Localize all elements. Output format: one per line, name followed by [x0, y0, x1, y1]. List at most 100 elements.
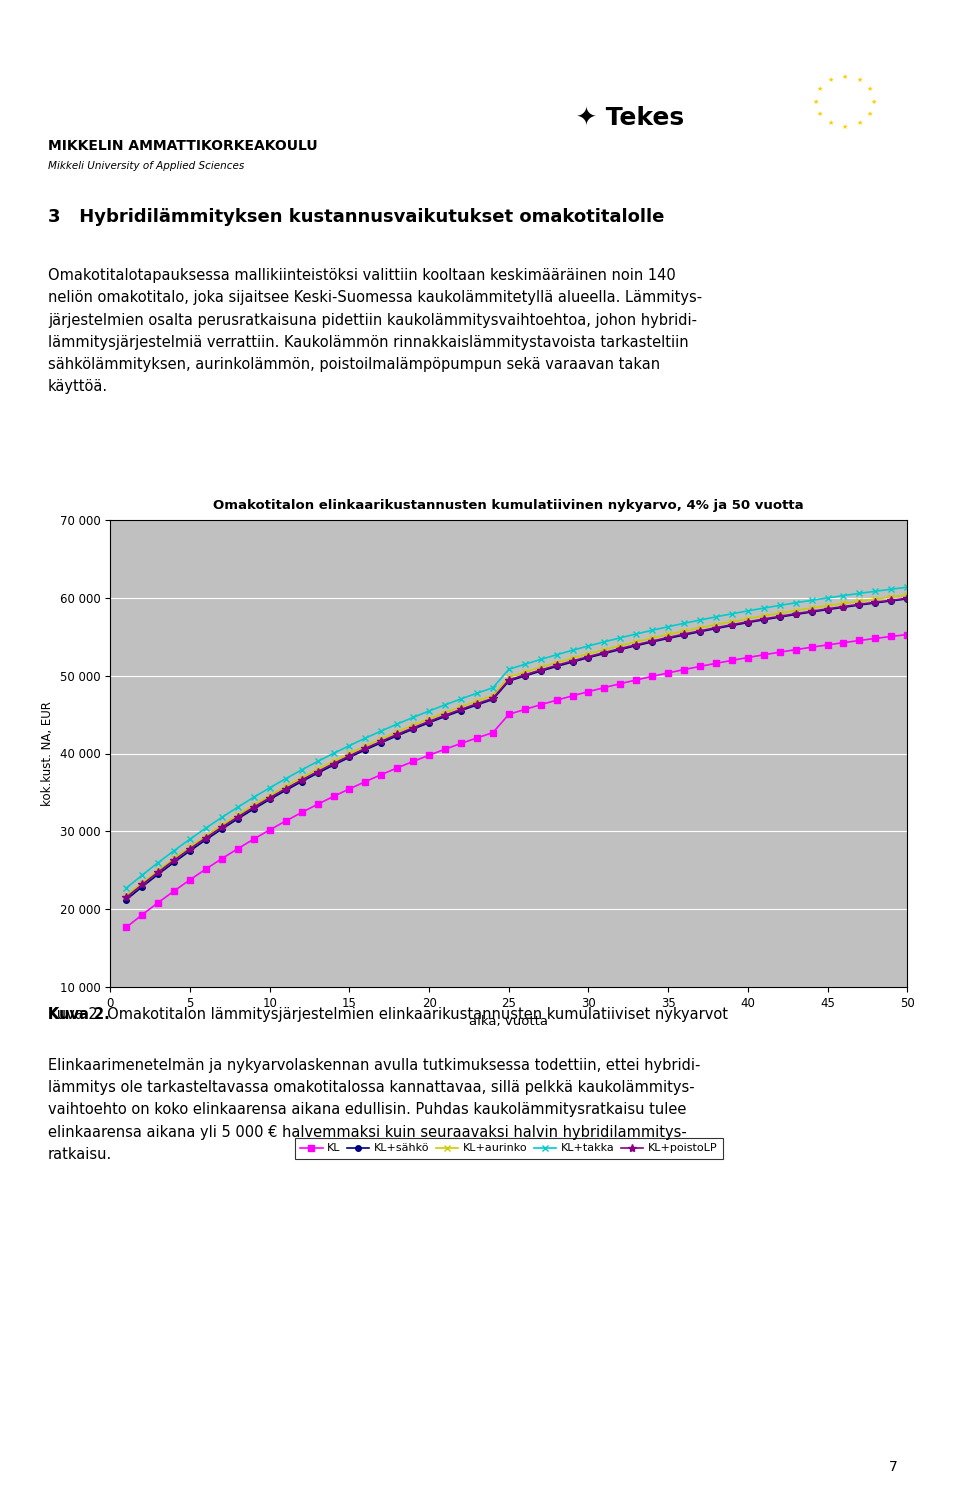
KL+aurinko [423, 710, 435, 728]
KL+takka [679, 615, 690, 633]
KL [551, 692, 563, 710]
KL+poistoLP [423, 713, 435, 731]
KL+sähkö [503, 672, 515, 690]
KL [232, 839, 244, 857]
KL+poistoLP [885, 591, 897, 609]
KL+takka [901, 579, 913, 597]
KL+takka [758, 600, 770, 618]
KL+takka [519, 656, 531, 674]
KL+poistoLP [153, 864, 164, 882]
KL+poistoLP [566, 653, 578, 671]
KL+aurinko [121, 886, 132, 904]
Text: Elinkaarimenetelmän ja nykyarvolaskennan avulla tutkimuksessa todettiin, ettei h: Elinkaarimenetelmän ja nykyarvolaskennan… [48, 1058, 701, 1162]
KL+sähkö [392, 726, 403, 744]
KL+poistoLP [360, 740, 372, 758]
KL+aurinko [742, 610, 754, 628]
KL+takka [360, 729, 372, 747]
KL+takka [375, 722, 387, 740]
KL+sähkö [566, 653, 578, 671]
KL+sähkö [184, 842, 196, 860]
KL+aurinko [407, 716, 419, 734]
KL+sähkö [312, 764, 324, 782]
Text: ★: ★ [817, 86, 823, 92]
KL+poistoLP [312, 763, 324, 781]
KL+poistoLP [455, 701, 467, 719]
KL+sähkö [455, 702, 467, 720]
KL [375, 766, 387, 784]
KL+aurinko [614, 636, 626, 654]
KL+sähkö [726, 616, 737, 634]
KL+takka [853, 585, 865, 603]
KL+poistoLP [774, 607, 785, 625]
KL+aurinko [583, 645, 594, 663]
KL+sähkö [136, 877, 148, 895]
KL [774, 643, 785, 662]
KL+aurinko [392, 723, 403, 741]
KL+aurinko [296, 769, 307, 787]
KL+takka [838, 586, 850, 604]
KL+takka [232, 799, 244, 817]
KL+takka [614, 628, 626, 647]
KL+aurinko [153, 862, 164, 880]
KL [566, 687, 578, 705]
KL+poistoLP [216, 818, 228, 836]
KL+sähkö [614, 640, 626, 659]
KL+sähkö [296, 773, 307, 791]
KL+sähkö [375, 734, 387, 752]
KL+takka [248, 788, 259, 806]
Text: MIKKELIN AMMATTIKORKEAKOULU: MIKKELIN AMMATTIKORKEAKOULU [48, 139, 318, 152]
KL+takka [153, 853, 164, 871]
KL+takka [742, 601, 754, 619]
KL [614, 675, 626, 693]
KL+sähkö [631, 636, 642, 654]
KL+sähkö [805, 603, 817, 621]
KL+aurinko [631, 633, 642, 651]
Text: Kuva 2. Omakotitalon lämmitysjärjestelmien elinkaarikustannusten kumulatiiviset : Kuva 2. Omakotitalon lämmitysjärjestelmi… [48, 1007, 728, 1022]
Line: KL+sähkö: KL+sähkö [124, 597, 910, 903]
KL+aurinko [901, 586, 913, 604]
KL+aurinko [232, 806, 244, 824]
KL [710, 654, 722, 672]
KL+sähkö [280, 781, 292, 799]
KL+aurinko [344, 744, 355, 763]
KL [344, 779, 355, 797]
KL+takka [184, 830, 196, 848]
KL [503, 705, 515, 723]
KL+takka [423, 702, 435, 720]
KL+sähkö [551, 657, 563, 675]
KL+poistoLP [407, 719, 419, 737]
Text: ★: ★ [813, 99, 819, 104]
KL+poistoLP [327, 755, 339, 773]
KL+sähkö [583, 648, 594, 666]
KL+poistoLP [471, 695, 483, 713]
KL+sähkö [344, 749, 355, 767]
KL+poistoLP [551, 657, 563, 675]
KL+aurinko [726, 612, 737, 630]
KL+sähkö [822, 600, 833, 618]
KL [392, 760, 403, 778]
KL+sähkö [694, 622, 706, 640]
KL+takka [392, 714, 403, 732]
Text: ★: ★ [867, 112, 873, 118]
KL [216, 850, 228, 868]
Text: ★: ★ [867, 86, 873, 92]
KL+poistoLP [742, 613, 754, 631]
Text: ★: ★ [856, 77, 862, 83]
KL+aurinko [248, 796, 259, 814]
KL+sähkö [790, 606, 802, 624]
KL+poistoLP [503, 671, 515, 689]
KL+aurinko [694, 619, 706, 637]
KL [631, 671, 642, 689]
KL+aurinko [885, 588, 897, 606]
KL+sähkö [327, 757, 339, 775]
KL [136, 906, 148, 924]
Y-axis label: kok.kust. NA, EUR: kok.kust. NA, EUR [41, 701, 55, 806]
KL+aurinko [710, 615, 722, 633]
KL+poistoLP [375, 732, 387, 750]
KL+sähkö [360, 741, 372, 760]
KL+takka [440, 696, 451, 714]
KL+sähkö [121, 891, 132, 909]
KL+sähkö [216, 820, 228, 838]
KL+poistoLP [583, 648, 594, 666]
KL [679, 660, 690, 678]
